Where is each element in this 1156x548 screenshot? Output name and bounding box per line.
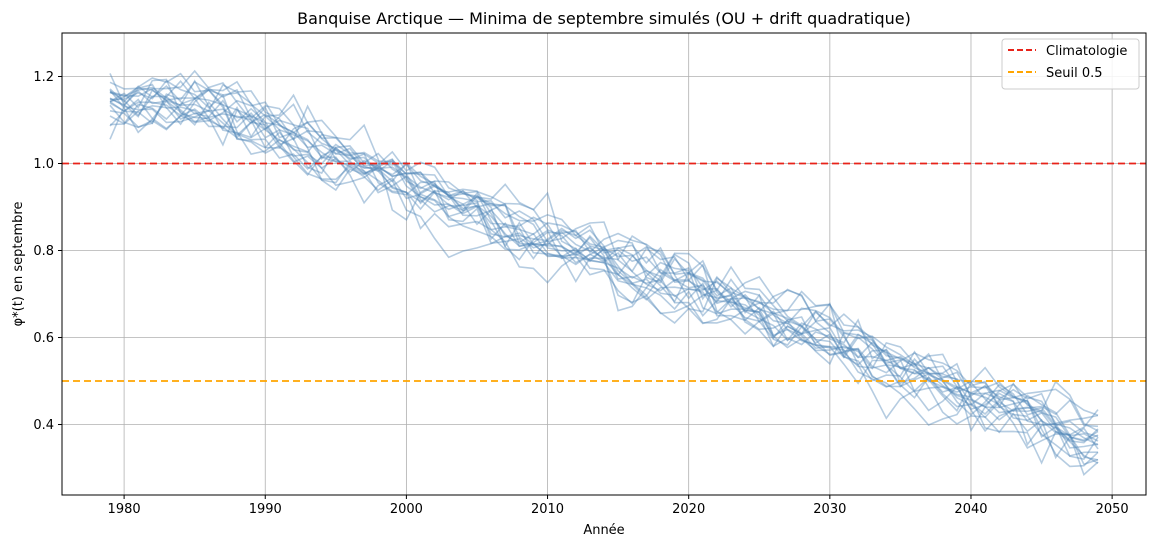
trajectory-line [109, 89, 1099, 438]
x-tick-label: 2000 [390, 502, 423, 517]
trajectory-line [109, 89, 1099, 433]
trajectory-line [109, 83, 1099, 449]
trajectory-line [109, 72, 1099, 444]
reference-lines [62, 162, 1146, 382]
y-tick-label: 0.8 [33, 244, 54, 259]
x-axis-ticks: 1980 1990 2000 2010 2020 2030 2040 2050 [108, 495, 1129, 517]
y-axis-label: φ*(t) en septembre [11, 202, 26, 327]
y-tick-label: 1.0 [33, 157, 54, 172]
legend: Climatologie Seuil 0.5 [1001, 38, 1140, 90]
y-axis-ticks: 0.4 0.6 0.8 1.0 1.2 [33, 70, 62, 433]
trajectory-line [109, 87, 1099, 464]
plot-frame [61, 32, 1147, 496]
legend-box [1001, 38, 1140, 90]
y-tick-label: 0.6 [33, 331, 54, 346]
x-tick-label: 2020 [672, 502, 705, 517]
x-tick-label: 2010 [531, 502, 564, 517]
trajectory-line [109, 80, 1099, 457]
trajectory-line [109, 88, 1099, 446]
trajectory-line [109, 81, 1099, 468]
trajectories [109, 69, 1099, 476]
trajectory-line [109, 73, 1099, 460]
x-tick-label: 2040 [954, 502, 987, 517]
trajectory-line [109, 79, 1099, 450]
trajectory-line [109, 79, 1099, 425]
legend-climatologie-label: Climatologie [1046, 44, 1127, 59]
trajectory-line [109, 91, 1099, 442]
trajectory-line [109, 69, 1099, 460]
trajectory-line [109, 105, 1099, 476]
x-axis-label: Année [583, 523, 624, 538]
trajectory-line [109, 97, 1099, 443]
y-tick-label: 0.4 [33, 418, 54, 433]
x-tick-label: 1990 [249, 502, 282, 517]
x-tick-label: 2030 [813, 502, 846, 517]
x-tick-label: 1980 [108, 502, 141, 517]
legend-seuil-label: Seuil 0.5 [1046, 66, 1103, 81]
y-tick-label: 1.2 [33, 70, 54, 85]
x-tick-label: 2050 [1096, 502, 1129, 517]
chart-title: Banquise Arctique — Minima de septembre … [297, 9, 911, 28]
trajectory-line [109, 101, 1099, 428]
trajectory-line [109, 79, 1099, 466]
trajectory-line [109, 78, 1099, 461]
trajectory-line [109, 80, 1099, 465]
